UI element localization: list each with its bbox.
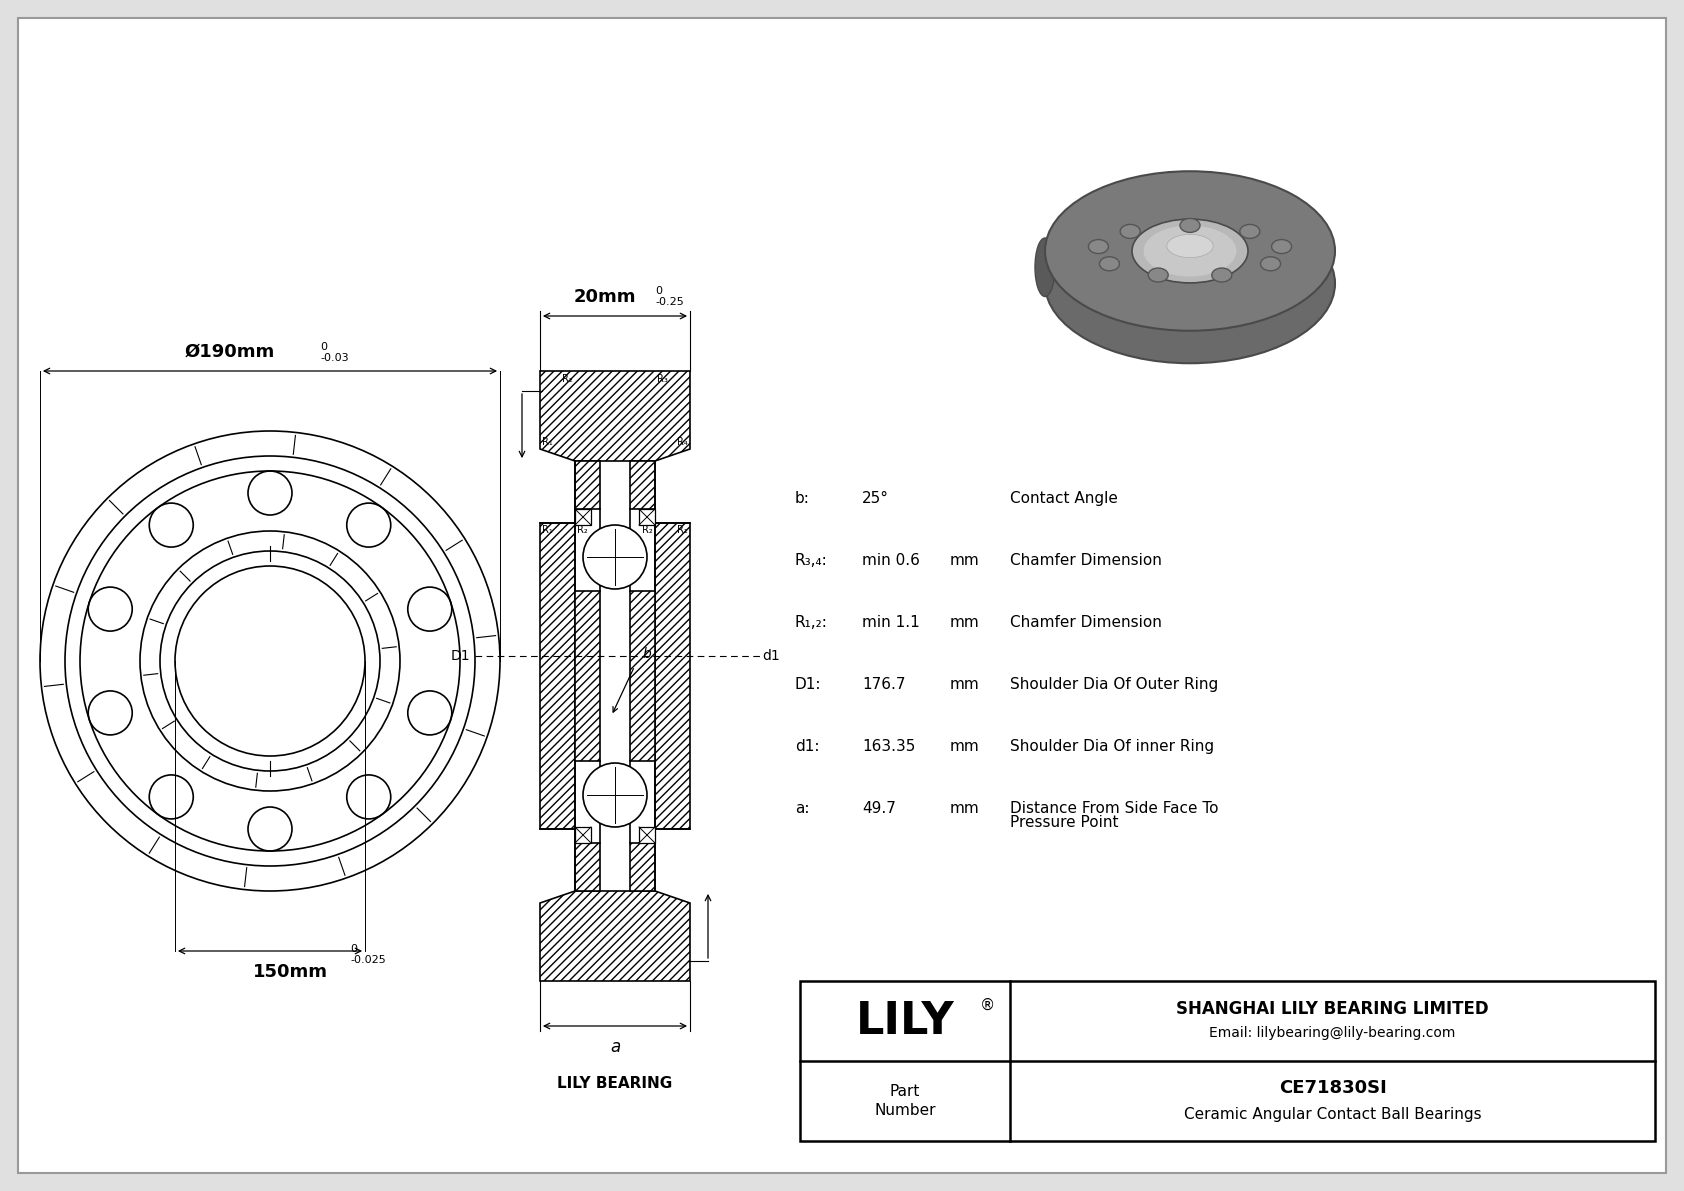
Bar xyxy=(574,509,591,525)
Ellipse shape xyxy=(1036,238,1054,297)
Text: 176.7: 176.7 xyxy=(862,676,906,692)
Text: -0.03: -0.03 xyxy=(320,353,349,363)
Polygon shape xyxy=(541,891,690,981)
Text: a: a xyxy=(610,1039,620,1056)
Text: R₁: R₁ xyxy=(677,525,689,535)
Polygon shape xyxy=(574,591,600,761)
Text: b: b xyxy=(643,647,652,661)
Text: Ø190mm: Ø190mm xyxy=(185,343,274,361)
Text: mm: mm xyxy=(950,676,980,692)
Ellipse shape xyxy=(1046,172,1335,331)
Text: D1: D1 xyxy=(450,649,470,663)
Text: a:: a: xyxy=(795,802,810,816)
Ellipse shape xyxy=(1261,257,1280,270)
Text: min 1.1: min 1.1 xyxy=(862,615,919,630)
Text: Pressure Point: Pressure Point xyxy=(1010,815,1118,830)
Ellipse shape xyxy=(1100,257,1120,270)
Bar xyxy=(638,509,655,525)
Text: 0: 0 xyxy=(320,342,327,353)
Text: mm: mm xyxy=(950,553,980,568)
Text: 49.7: 49.7 xyxy=(862,802,896,816)
Text: mm: mm xyxy=(950,615,980,630)
Ellipse shape xyxy=(1046,204,1335,363)
Text: -0.25: -0.25 xyxy=(655,297,684,307)
Text: R₃: R₃ xyxy=(657,374,669,384)
Text: R₃,₄:: R₃,₄: xyxy=(795,553,829,568)
Text: mm: mm xyxy=(950,738,980,754)
Text: Chamfer Dimension: Chamfer Dimension xyxy=(1010,615,1162,630)
Text: R₂: R₂ xyxy=(562,374,573,384)
Text: R₁: R₁ xyxy=(542,525,552,535)
Text: LILY: LILY xyxy=(855,999,955,1042)
Text: d1: d1 xyxy=(761,649,780,663)
Polygon shape xyxy=(630,461,655,509)
Ellipse shape xyxy=(1143,225,1236,276)
Ellipse shape xyxy=(1271,239,1292,254)
Text: R₁: R₁ xyxy=(542,437,552,447)
Text: R₄: R₄ xyxy=(677,437,689,447)
Text: Shoulder Dia Of inner Ring: Shoulder Dia Of inner Ring xyxy=(1010,738,1214,754)
Polygon shape xyxy=(574,461,600,509)
Ellipse shape xyxy=(1148,268,1169,282)
Text: LILY BEARING: LILY BEARING xyxy=(557,1075,672,1091)
Ellipse shape xyxy=(1239,224,1260,238)
Text: Contact Angle: Contact Angle xyxy=(1010,491,1118,506)
Polygon shape xyxy=(541,523,574,829)
Text: 0: 0 xyxy=(655,286,662,297)
Text: Distance From Side Face To: Distance From Side Face To xyxy=(1010,802,1219,816)
Circle shape xyxy=(583,525,647,590)
Polygon shape xyxy=(630,591,655,761)
Bar xyxy=(574,827,591,843)
Ellipse shape xyxy=(1088,239,1108,254)
Text: CE71830SI: CE71830SI xyxy=(1278,1079,1386,1097)
Text: R₂: R₂ xyxy=(578,525,588,535)
Text: 150mm: 150mm xyxy=(253,964,327,981)
Text: Shoulder Dia Of Outer Ring: Shoulder Dia Of Outer Ring xyxy=(1010,676,1218,692)
Text: mm: mm xyxy=(950,802,980,816)
Text: D1:: D1: xyxy=(795,676,822,692)
Text: d1:: d1: xyxy=(795,738,820,754)
Text: min 0.6: min 0.6 xyxy=(862,553,919,568)
Bar xyxy=(800,981,1655,1141)
Ellipse shape xyxy=(1120,224,1140,238)
Text: Ceramic Angular Contact Ball Bearings: Ceramic Angular Contact Ball Bearings xyxy=(1184,1106,1482,1122)
Polygon shape xyxy=(541,372,690,461)
Circle shape xyxy=(583,763,647,827)
Ellipse shape xyxy=(1167,235,1212,257)
Text: -0.025: -0.025 xyxy=(350,955,386,965)
Text: Part
Number: Part Number xyxy=(874,1084,936,1118)
Text: 20mm: 20mm xyxy=(574,288,637,306)
Text: R₁,₂:: R₁,₂: xyxy=(795,615,829,630)
Ellipse shape xyxy=(1132,219,1248,283)
Polygon shape xyxy=(630,843,655,891)
Polygon shape xyxy=(655,523,690,829)
Text: R₂: R₂ xyxy=(642,525,653,535)
Polygon shape xyxy=(574,843,600,891)
Text: Chamfer Dimension: Chamfer Dimension xyxy=(1010,553,1162,568)
Text: 163.35: 163.35 xyxy=(862,738,916,754)
Text: ®: ® xyxy=(980,998,995,1012)
Ellipse shape xyxy=(1180,218,1201,232)
Text: Email: lilybearing@lily-bearing.com: Email: lilybearing@lily-bearing.com xyxy=(1209,1025,1455,1040)
Text: 0: 0 xyxy=(350,944,357,954)
Bar xyxy=(638,827,655,843)
Text: SHANGHAI LILY BEARING LIMITED: SHANGHAI LILY BEARING LIMITED xyxy=(1175,1000,1489,1018)
Ellipse shape xyxy=(1212,268,1231,282)
Text: b:: b: xyxy=(795,491,810,506)
Text: 25°: 25° xyxy=(862,491,889,506)
